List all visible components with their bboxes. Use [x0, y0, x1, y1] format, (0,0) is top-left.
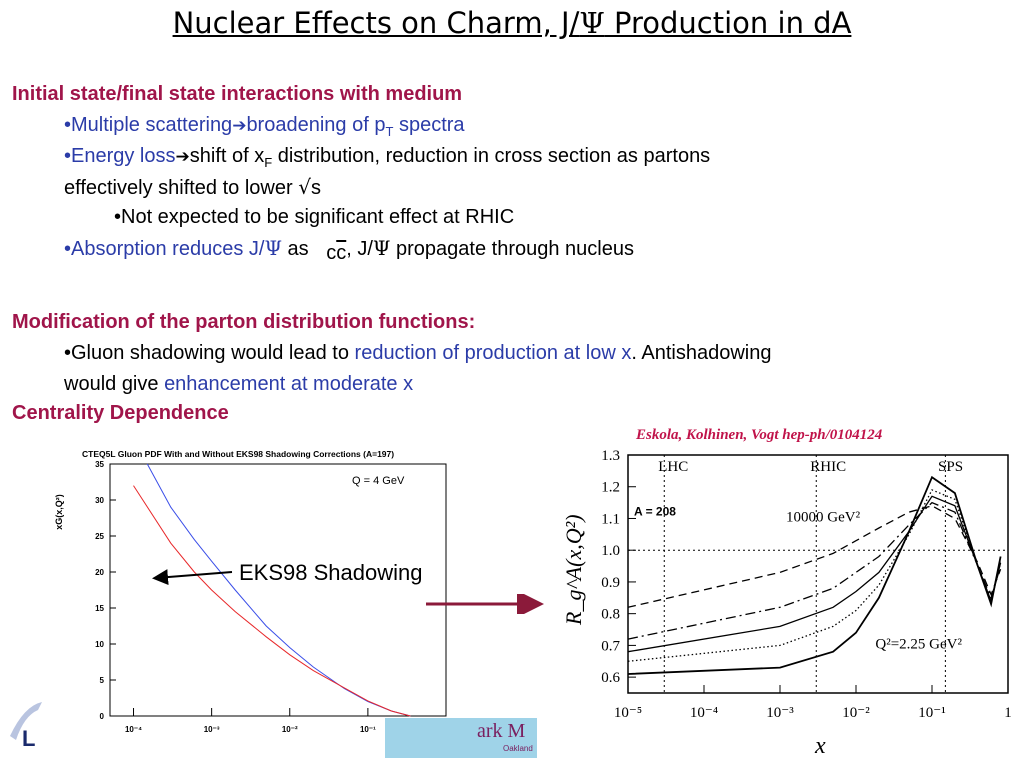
x-tick-label: 10⁻² — [282, 725, 298, 734]
y-tick-label: 30 — [95, 496, 104, 505]
y-tick-label: 1.3 — [601, 448, 620, 464]
sqrt-symbol: √ — [298, 175, 311, 199]
series-line-blue — [146, 463, 411, 717]
slide-title: Nuclear Effects on Charm, J/Ψ Production… — [172, 6, 852, 40]
region-label-lhc: LHC — [658, 459, 688, 475]
y-tick-label: 35 — [95, 460, 104, 469]
y-tick-label: 0.6 — [601, 670, 620, 686]
y-tick-label: 15 — [95, 604, 104, 613]
bullet-absorption: •Absorption reduces J/Ψ as cc, J/Ψ propa… — [64, 236, 634, 264]
section-heading-centrality: Centrality Dependence — [12, 402, 229, 424]
bullet-energy-loss: •Energy loss➔shift of xF distribution, r… — [64, 145, 711, 170]
lanl-logo: L — [4, 696, 46, 754]
x-tick-label: 1 — [1004, 705, 1012, 721]
plot-frame — [109, 463, 447, 717]
y-tick-label: 0 — [100, 712, 105, 721]
bullet-not-significant: •Not expected to be significant effect a… — [114, 206, 515, 228]
bullet-gluon-shadowing: •Gluon shadowing would lead to reduction… — [64, 342, 772, 364]
x-tick-label: 10⁻¹ — [918, 705, 945, 721]
arrow-icon: ➔ — [232, 116, 247, 136]
x-tick-label: 10⁻³ — [766, 705, 794, 721]
section-heading-interactions: Initial state/final state interactions w… — [12, 83, 463, 105]
eks98-pointer-arrow — [152, 569, 233, 586]
scale-label-low: Q²=2.25 GeV² — [875, 637, 962, 653]
y-tick-label: 1.1 — [601, 511, 620, 527]
scale-label-high: 10000 GeV² — [786, 510, 861, 526]
bullet-energy-loss-cont: effectively shifted to lower √s — [64, 175, 321, 199]
series-line-red — [133, 485, 411, 717]
series-line-3 — [627, 495, 1002, 653]
y-axis-label: R_g^A(x,Q²) — [561, 514, 586, 626]
y-tick-label: 20 — [95, 568, 104, 577]
x-tick-label: 10⁻³ — [204, 725, 220, 734]
psi-symbol: Ψ — [579, 6, 605, 40]
y-tick-label: 10 — [95, 640, 104, 649]
gluon-pdf-chart: CTEQ5L Gluon PDF With and Without EKS98 … — [42, 440, 450, 754]
x-tick-label: 10⁻⁴ — [125, 725, 142, 734]
chart-annotation: Q = 4 GeV — [352, 475, 405, 487]
bullet-multiple-scattering: •Multiple scattering➔broadening of pT sp… — [64, 114, 465, 139]
section-heading-pdf: Modification of the parton distribution … — [12, 311, 476, 333]
y-tick-label: 0.7 — [601, 638, 620, 654]
cc-bar-symbol: cc — [326, 242, 347, 264]
plot-frame — [627, 454, 1009, 694]
gluon-ratio-chart: 0.6 0.7 0.8 0.9 1.0 1.1 1.2 1.3 10⁻⁵ 10⁻⁴ 10⁻³ 10⁻… — [548, 445, 1018, 765]
psi-symbol: Ψ — [264, 236, 282, 260]
y-tick-label: 25 — [95, 532, 104, 541]
link-arrow — [426, 594, 544, 614]
x-tick-label: 10⁻⁵ — [614, 705, 642, 721]
quark-matter-logo: ark M Oakland — [385, 718, 537, 758]
chart-title: CTEQ5L Gluon PDF With and Without EKS98 … — [82, 449, 394, 459]
nucleus-label: A = 208 — [634, 504, 676, 518]
svg-text:L: L — [22, 726, 35, 751]
psi-symbol: Ψ — [372, 236, 391, 260]
y-tick-label: 1.2 — [601, 480, 620, 496]
x-axis-label: x — [814, 733, 826, 759]
eks98-label: EKS98 Shadowing — [239, 560, 423, 585]
arrow-icon: ➔ — [175, 147, 190, 167]
y-tick-label: 5 — [100, 676, 105, 685]
x-tick-label: 10⁻² — [842, 705, 870, 721]
region-label-sps: SPS — [938, 459, 963, 475]
x-tick-label: 10⁻¹ — [360, 725, 376, 734]
y-tick-label: 0.8 — [601, 607, 620, 623]
y-tick-label: 1.0 — [601, 543, 620, 559]
y-axis-label: xG(x,Q²) — [54, 494, 64, 530]
region-label-rhic: RHIC — [810, 459, 846, 475]
series-line-5 — [627, 505, 1002, 608]
x-tick-label: 10⁻⁴ — [690, 705, 718, 721]
citation: Eskola, Kolhinen, Vogt hep-ph/0104124 — [636, 427, 883, 443]
bullet-gluon-shadowing-cont: would give enhancement at moderate x — [64, 373, 414, 395]
y-tick-label: 0.9 — [601, 575, 620, 591]
